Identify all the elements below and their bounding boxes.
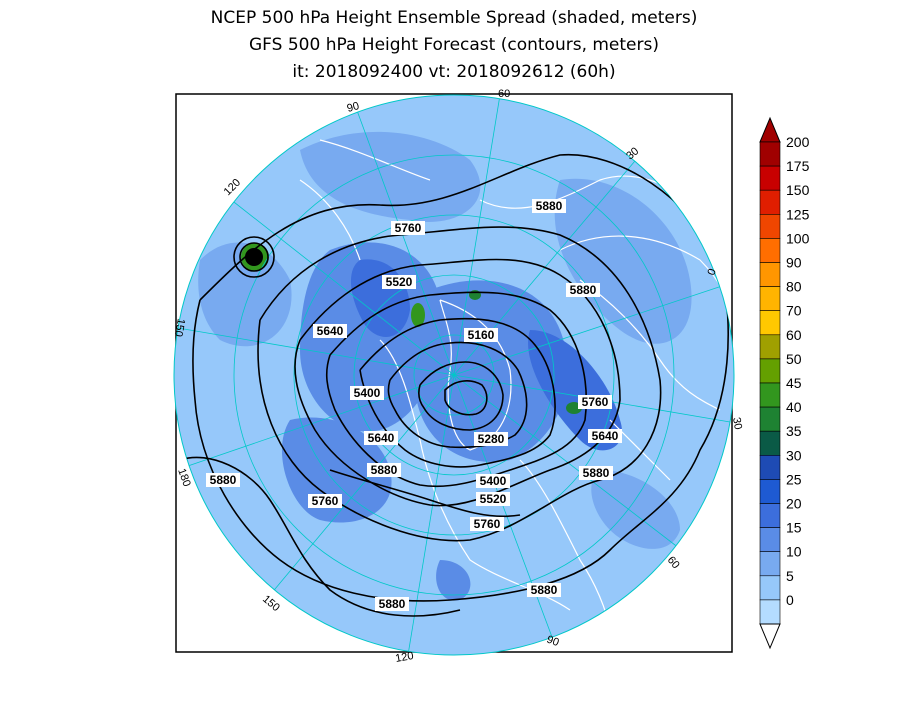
contour-label: 5880 bbox=[206, 473, 240, 487]
contour-label: 5880 bbox=[367, 463, 401, 477]
colorbar-label: 100 bbox=[786, 230, 810, 246]
svg-text:5640: 5640 bbox=[317, 324, 344, 338]
title-line-3: it: 2018092400 vt: 2018092612 (60h) bbox=[292, 62, 616, 82]
colorbar-swatch bbox=[759, 454, 781, 480]
colorbar-swatch bbox=[759, 262, 781, 287]
colorbar-top-arrow bbox=[759, 116, 781, 143]
colorbar-label: 0 bbox=[786, 592, 794, 608]
disk-edge bbox=[173, 94, 735, 656]
lon-label: 120 bbox=[394, 650, 414, 665]
contour-label: 5880 bbox=[532, 199, 566, 213]
colorbar-label: 10 bbox=[786, 544, 802, 560]
contour-label: 5760 bbox=[391, 221, 425, 235]
colorbar-label: 150 bbox=[786, 182, 810, 198]
lon-label: 90 bbox=[346, 100, 361, 115]
lon-label: 180 bbox=[175, 467, 193, 488]
lon-label: 60 bbox=[498, 88, 510, 100]
contour-label: 5520 bbox=[382, 275, 416, 289]
contour-label: 5760 bbox=[578, 395, 612, 409]
contour-label: 5400 bbox=[476, 474, 510, 488]
contour-label: 5160 bbox=[464, 328, 498, 342]
colorbar-label: 80 bbox=[786, 279, 802, 295]
contour-label: 5640 bbox=[364, 431, 398, 445]
colorbar-swatch bbox=[759, 599, 781, 625]
contour-label: 5760 bbox=[470, 517, 504, 531]
colorbar-label: 15 bbox=[786, 520, 802, 536]
graticule bbox=[177, 95, 731, 655]
title-line-2: GFS 500 hPa Height Forecast (contours, m… bbox=[249, 35, 659, 55]
svg-text:5760: 5760 bbox=[312, 494, 339, 508]
svg-text:5880: 5880 bbox=[379, 597, 406, 611]
colorbar-label: 40 bbox=[786, 399, 802, 415]
colorbar-label: 5 bbox=[786, 568, 794, 584]
svg-text:5400: 5400 bbox=[480, 474, 507, 488]
colorbar-swatch bbox=[759, 189, 781, 215]
svg-text:5760: 5760 bbox=[395, 221, 422, 235]
svg-text:5520: 5520 bbox=[480, 492, 507, 506]
title-line-1: NCEP 500 hPa Height Ensemble Spread (sha… bbox=[210, 8, 698, 28]
contour-label: 5880 bbox=[579, 466, 613, 480]
colorbar-label: 60 bbox=[786, 327, 802, 343]
svg-text:5400: 5400 bbox=[354, 386, 381, 400]
colorbar-label: 50 bbox=[786, 351, 802, 367]
colorbar-swatch bbox=[759, 479, 781, 504]
svg-text:5160: 5160 bbox=[468, 328, 495, 342]
contour-label: 5640 bbox=[313, 324, 347, 338]
colorbar-swatch bbox=[759, 334, 781, 360]
colorbar-swatch bbox=[759, 358, 781, 384]
colorbar-swatch bbox=[759, 430, 781, 456]
colorbar-swatch bbox=[759, 551, 781, 577]
colorbar-swatch bbox=[759, 382, 781, 408]
svg-text:5760: 5760 bbox=[582, 395, 609, 409]
svg-text:5760: 5760 bbox=[474, 517, 501, 531]
colorbar-label: 30 bbox=[786, 447, 802, 463]
lon-label: 0 bbox=[706, 267, 719, 277]
colorbar-swatch bbox=[759, 214, 781, 239]
svg-text:5880: 5880 bbox=[536, 199, 563, 213]
svg-text:5520: 5520 bbox=[386, 275, 413, 289]
svg-text:5880: 5880 bbox=[583, 466, 610, 480]
contour-label: 5280 bbox=[474, 432, 508, 446]
spread-shading bbox=[174, 95, 734, 655]
contour-label: 5640 bbox=[588, 429, 622, 443]
colorbar-swatch bbox=[759, 406, 781, 432]
contour-label: 5400 bbox=[350, 386, 384, 400]
contour-label: 5880 bbox=[375, 597, 409, 611]
svg-text:5880: 5880 bbox=[210, 473, 237, 487]
lon-label: 30 bbox=[730, 416, 744, 430]
colorbar-label: 200 bbox=[786, 134, 810, 150]
colorbar-label: 45 bbox=[786, 375, 802, 391]
colorbar-label: 175 bbox=[786, 158, 810, 174]
contour-label-layer: 5760 5520 5640 5160 5880 5880 5400 5640 … bbox=[206, 199, 622, 611]
colorbar-label: 25 bbox=[786, 471, 802, 487]
lon-label: 150 bbox=[172, 317, 187, 337]
colorbar-swatch bbox=[759, 286, 781, 312]
svg-text:5640: 5640 bbox=[592, 429, 619, 443]
colorbar-label: 35 bbox=[786, 423, 802, 439]
svg-text:5640: 5640 bbox=[368, 431, 395, 445]
contour-label: 5520 bbox=[476, 492, 510, 506]
colorbar-label: 70 bbox=[786, 303, 802, 319]
colorbar-label: 20 bbox=[786, 496, 802, 512]
colorbar-bottom-arrow bbox=[759, 623, 781, 650]
lon-label: 90 bbox=[545, 634, 561, 649]
colorbar: 2001751501251009080706050454035302520151… bbox=[759, 116, 810, 650]
colorbar-swatch bbox=[759, 310, 781, 336]
colorbar-swatch bbox=[759, 503, 781, 528]
colorbar-swatch bbox=[759, 238, 781, 263]
colorbar-label: 125 bbox=[786, 206, 810, 222]
contour-label: 5880 bbox=[527, 583, 561, 597]
svg-text:5880: 5880 bbox=[531, 583, 558, 597]
contour-label: 5880 bbox=[566, 283, 600, 297]
svg-text:5880: 5880 bbox=[570, 283, 597, 297]
svg-text:5880: 5880 bbox=[371, 463, 398, 477]
colorbar-swatch bbox=[759, 575, 781, 601]
colorbar-swatch bbox=[759, 141, 781, 167]
colorbar-swatch bbox=[759, 527, 781, 552]
colorbar-label: 90 bbox=[786, 255, 802, 271]
svg-text:5280: 5280 bbox=[478, 432, 505, 446]
colorbar-swatch bbox=[759, 165, 781, 191]
contour-label: 5760 bbox=[308, 494, 342, 508]
